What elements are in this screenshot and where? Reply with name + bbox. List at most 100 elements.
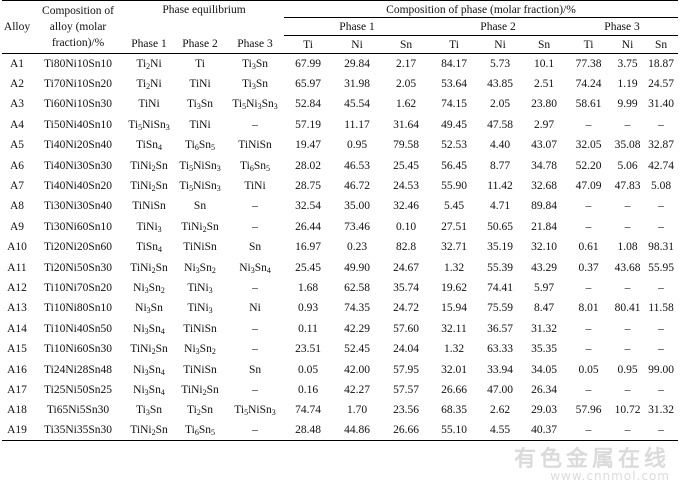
p3-sn-value: 5.08 xyxy=(650,180,672,193)
p3-ti-value: – xyxy=(585,118,592,131)
p1-ti-value: 28.75 xyxy=(295,180,321,193)
phase1-cell: TiNi2Sn xyxy=(130,343,168,357)
p1-ni-value: 35.00 xyxy=(344,200,370,213)
p3-ni-value: 9.99 xyxy=(617,98,638,111)
p2-sn-value: 34.05 xyxy=(531,363,557,376)
p1-ni-value: 52.45 xyxy=(344,343,370,356)
table-header: Alloy Composition of alloy (molar fracti… xyxy=(2,0,679,54)
p2-ni-value: 43.85 xyxy=(487,78,513,91)
p3-ni-value: 35.08 xyxy=(614,139,641,152)
p2-ni-value: 75.59 xyxy=(487,302,513,315)
p3-ti-value: – xyxy=(585,343,592,356)
p1-sn-value: 57.57 xyxy=(393,383,419,396)
p1-sn-value: 26.66 xyxy=(382,420,431,442)
phase2-cell: Ti5NiSn3 xyxy=(179,180,221,194)
p3-ni-value: – xyxy=(611,420,645,442)
alloy-cell: A4 xyxy=(9,118,25,131)
header-phase-equilibrium: Phase equilibrium xyxy=(124,0,285,36)
p2-ti-value: 26.66 xyxy=(441,383,467,396)
phase2-cell: Ti6Sn5 xyxy=(185,139,215,153)
table-row: A19 Ti35Ni35Sn30 TiNi2Sn Ti6Sn5–28.48 44.86 2… xyxy=(2,420,679,442)
p2-sn-value: 35.35 xyxy=(531,343,557,356)
p1-ti-value: 0.05 xyxy=(297,363,319,376)
p2-ni-value: 36.57 xyxy=(487,322,513,335)
composition-cell: Ti80Ni10Sn10 xyxy=(44,57,112,70)
p3-ni-value: 10.72 xyxy=(614,404,641,417)
phase3-cell: Ti5NiSn3 xyxy=(234,404,276,418)
p2-sn-value: 32.68 xyxy=(531,180,557,193)
header-p1-ti: Ti xyxy=(284,35,333,54)
alloy-cell: A9 xyxy=(9,220,25,233)
phase3-cell: TiNi xyxy=(244,180,266,193)
p1-ni-value: 11.17 xyxy=(344,118,370,131)
p1-sn-value: 57.95 xyxy=(393,363,419,376)
p3-ti-value: 77.38 xyxy=(575,57,602,70)
p1-ti-value: 23.51 xyxy=(295,343,321,356)
p1-sn-value: 1.62 xyxy=(395,98,417,111)
alloy-cell: A10 xyxy=(7,241,27,254)
alloy-cell: A18 xyxy=(7,404,27,417)
p1-sn-value: 2.05 xyxy=(395,78,417,91)
phase1-cell: TiNi3 xyxy=(136,220,162,234)
phase3-cell: Ti6Sn5 xyxy=(240,159,270,173)
p3-ti-value: – xyxy=(585,220,592,233)
alloy-cell: A7 xyxy=(9,180,25,193)
alloy-cell: A1 xyxy=(9,57,25,70)
phase1-cell: Ni3Sn xyxy=(135,302,163,316)
phase3-cell: – xyxy=(252,383,258,396)
table-row: A17 Ti25Ni50Sn25 Ni3Sn4 TiNi2Sn – 0.16 42.27 57… xyxy=(2,380,678,400)
alloy-cell: A17 xyxy=(7,383,27,396)
phase1-cell: Ti5NiSn3 xyxy=(128,118,170,132)
p1-ni-value: 62.58 xyxy=(344,281,370,294)
watermark-logo: 有色金属在线 www.cnnmol.com xyxy=(514,441,670,483)
p1-ti-value: 28.48 xyxy=(284,420,333,442)
p1-sn-value: 0.10 xyxy=(395,220,417,233)
p3-ti-value: 0.05 xyxy=(578,363,599,376)
p3-ni-value: 5.06 xyxy=(617,159,638,172)
phase3-cell: Sn xyxy=(248,363,262,376)
alloy-cell: A16 xyxy=(7,363,27,376)
p1-sn-value: 24.04 xyxy=(393,343,419,356)
table-row: A15 Ti10Ni60Sn30 TiNi2Sn Ni3Sn2 – 23.51 52.45 2… xyxy=(2,339,678,359)
phase1-cell: Ti3Sn xyxy=(136,404,162,418)
p2-sn-value: 43.29 xyxy=(531,261,557,274)
p2-ti-value: 19.62 xyxy=(441,281,467,294)
p1-ti-value: 52.84 xyxy=(295,98,321,111)
p3-ni-value: 47.83 xyxy=(614,180,641,193)
p2-ti-value: 53.64 xyxy=(441,78,467,91)
p1-ni-value: 73.46 xyxy=(344,220,370,233)
p2-sn-value: 34.78 xyxy=(531,159,557,172)
p3-sn-value: 55.95 xyxy=(648,261,674,274)
header-alloy: Alloy xyxy=(2,0,32,54)
phase1-cell: Ni3Sn4 xyxy=(133,363,165,377)
composition-cell: Ti40Ni20Sn40 xyxy=(44,139,112,152)
header-p3-ni: Ni xyxy=(611,35,645,54)
p2-ti-value: 27.51 xyxy=(441,220,467,233)
p3-ti-value: 0.37 xyxy=(578,261,599,274)
p2-ti-value: 55.90 xyxy=(441,180,467,193)
p1-sn-value: 24.53 xyxy=(393,180,419,193)
p2-ni-value: 63.33 xyxy=(487,343,513,356)
p1-ti-value: 26.44 xyxy=(295,220,321,233)
p3-sn-value: – xyxy=(658,281,664,294)
phase2-cell: Ti3Sn xyxy=(187,98,213,112)
p1-sn-value: 25.45 xyxy=(393,159,419,172)
alloy-cell: A13 xyxy=(7,302,27,315)
p2-sn-value: 2.97 xyxy=(533,118,555,131)
p2-sn-value: 31.32 xyxy=(531,322,557,335)
p1-ni-value: 42.00 xyxy=(344,363,370,376)
p2-ni-value: 4.55 xyxy=(478,420,523,442)
p3-ti-value: – xyxy=(585,200,592,213)
p2-sn-value: 32.10 xyxy=(531,241,557,254)
p2-sn-value: 5.97 xyxy=(533,281,555,294)
composition-cell: Ti10Ni70Sn20 xyxy=(44,281,112,294)
table-row: A10 Ti20Ni20Sn60 TiSn4 TiNiSn Sn 16.97 0.23 82.… xyxy=(2,237,678,257)
p2-sn-value: 89.84 xyxy=(531,200,557,213)
p1-ti-value: 32.54 xyxy=(295,200,321,213)
p1-ni-value: 1.70 xyxy=(346,404,368,417)
p3-ni-value: 0.95 xyxy=(617,363,638,376)
header-p2-sn: Sn xyxy=(522,35,567,54)
p2-ni-value: 2.05 xyxy=(489,98,511,111)
p1-sn-value: 31.64 xyxy=(393,118,419,131)
p1-ni-value: 46.72 xyxy=(344,180,370,193)
